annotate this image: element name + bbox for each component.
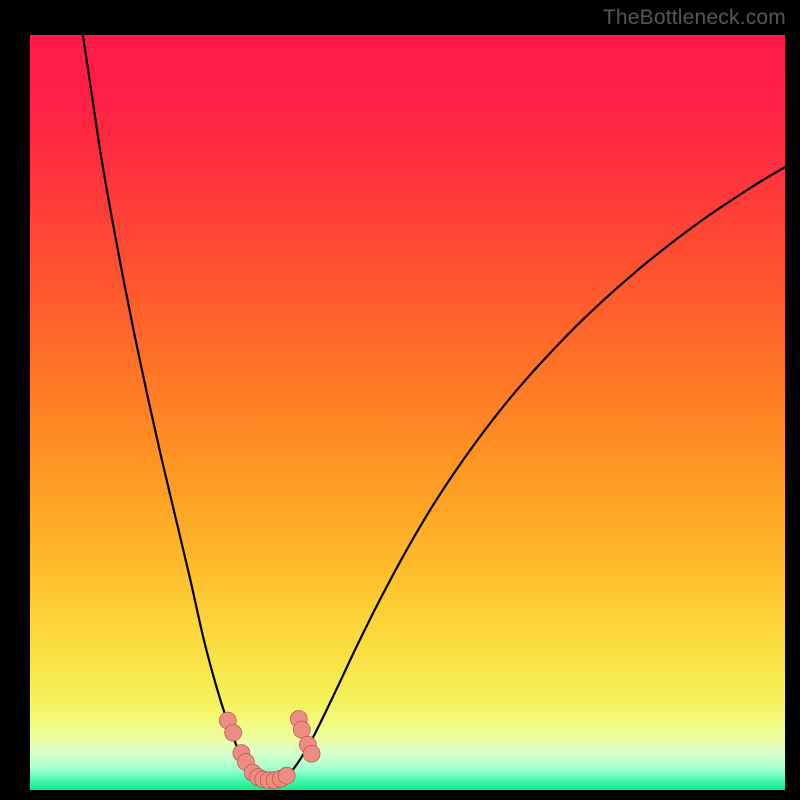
data-marker — [293, 721, 310, 738]
watermark: TheBottleneck.com — [603, 6, 786, 30]
plot-area — [30, 35, 785, 790]
data-marker — [303, 745, 320, 762]
marker-layer — [30, 35, 785, 790]
data-marker — [278, 767, 295, 784]
data-marker — [225, 724, 242, 741]
